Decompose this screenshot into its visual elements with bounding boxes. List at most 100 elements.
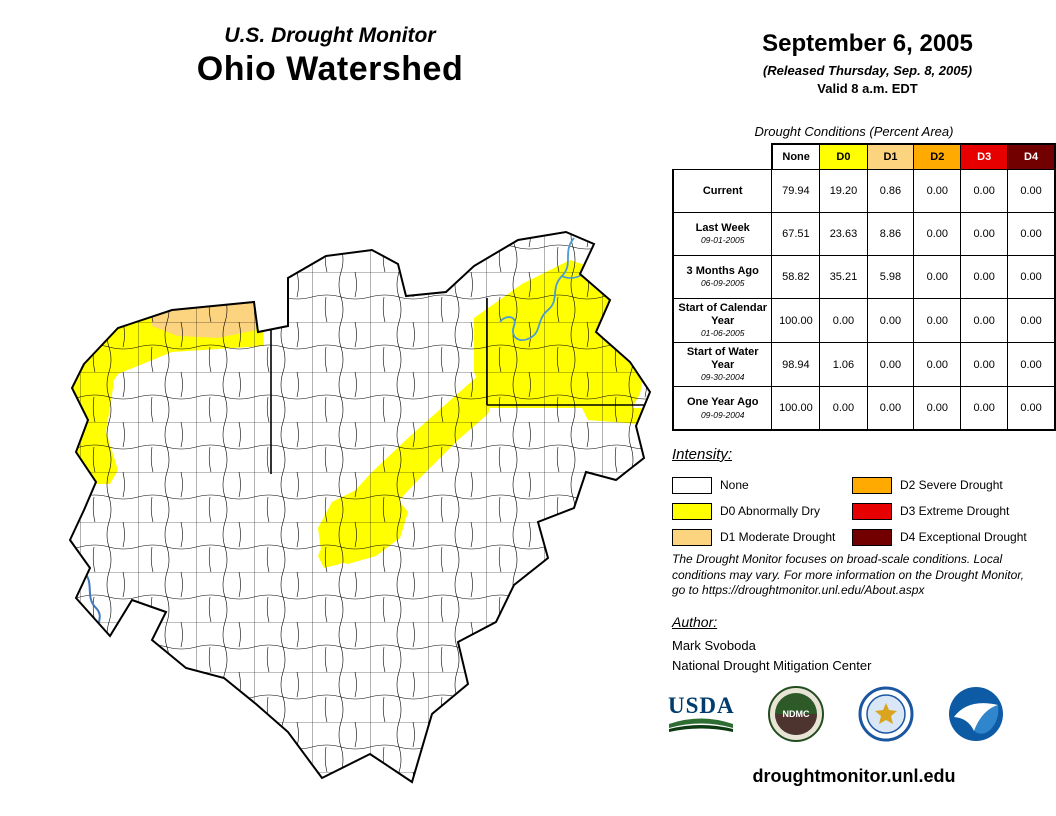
row-label: Start of Water Year 09-30-2004 (672, 342, 773, 388)
legend-item-none: None (672, 472, 852, 498)
cell-value: 0.00 (960, 386, 1009, 432)
cell-value: 0.00 (913, 169, 962, 213)
legend-label: D4 Exceptional Drought (900, 530, 1027, 544)
cell-value: 67.51 (771, 212, 821, 256)
corner-cell (673, 144, 772, 170)
cell-value: 0.00 (1007, 212, 1056, 256)
row-label-text: Last Week (695, 221, 750, 234)
cell-value: 23.63 (819, 212, 868, 256)
legend-item-d1: D1 Moderate Drought (672, 524, 852, 550)
commerce-seal-icon (858, 686, 914, 742)
col-none: None (770, 143, 821, 170)
state-boundaries (270, 298, 648, 474)
none-swatch (672, 476, 712, 494)
cell-value: 0.86 (866, 169, 915, 213)
cell-value: 0.00 (1007, 297, 1056, 344)
row-date: 01-06-2005 (700, 328, 745, 339)
commerce-logo (858, 686, 914, 742)
col-d1: D1 (866, 143, 915, 170)
cell-value: 0.00 (819, 297, 868, 344)
legend-grid: None D0 Abnormally Dry D1 Moderate Droug… (672, 472, 1032, 550)
d3-swatch (852, 502, 892, 520)
cell-value: 0.00 (960, 169, 1009, 213)
intensity-legend: Intensity: None D0 Abnormally Dry D1 Mod… (672, 446, 1032, 550)
cell-value: 0.00 (866, 342, 915, 388)
cell-value: 100.00 (771, 297, 821, 344)
basin-outline (68, 230, 652, 784)
legend-item-d4: D4 Exceptional Drought (852, 524, 1032, 550)
noaa-logo (948, 686, 1004, 742)
cell-value: 0.00 (960, 212, 1009, 256)
ohio-watershed-map-svg (68, 230, 652, 784)
cell-value: 79.94 (771, 169, 821, 213)
region-title: Ohio Watershed (196, 50, 464, 88)
row-date: 09-01-2005 (700, 235, 745, 246)
legend-label: None (720, 478, 749, 492)
cell-value: 0.00 (913, 386, 962, 432)
row-label: Start of Calendar Year 01-06-2005 (672, 297, 773, 344)
cell-value: 8.86 (866, 212, 915, 256)
cell-value: 0.00 (1007, 255, 1056, 299)
cell-value: 35.21 (819, 255, 868, 299)
usda-swoosh-icon (669, 718, 734, 732)
logo-row: USDA NDMC (668, 686, 1004, 742)
table-row: Start of Calendar Year 01-06-2005 100.00 … (672, 297, 1056, 344)
row-label: Last Week 09-01-2005 (672, 212, 773, 256)
ndmc-seal-icon: NDMC (768, 686, 825, 742)
cell-value: 5.98 (866, 255, 915, 299)
watershed-map (22, 222, 670, 800)
legend-label: D1 Moderate Drought (720, 530, 836, 544)
d0-swatch (672, 502, 712, 520)
row-label: 3 Months Ago 06-09-2005 (672, 255, 773, 299)
valid-time: Valid 8 a.m. EDT (817, 81, 918, 96)
cell-value: 19.20 (819, 169, 868, 213)
drought-conditions-table: None D0 D1 D2 D3 D4 Current 79.94 19.20 … (672, 143, 1056, 432)
cell-value: 0.00 (913, 255, 962, 299)
author-org: National Drought Mitigation Center (672, 658, 872, 673)
cell-value: 100.00 (771, 386, 821, 432)
droughtmonitor-url-link[interactable]: droughtmonitor.unl.edu (752, 766, 956, 786)
row-label-text: Current (702, 184, 743, 197)
cell-value: 0.00 (1007, 386, 1056, 432)
row-label-text: Start of Water Year (686, 346, 759, 371)
date-header: September 6, 2005 (Released Thursday, Se… (700, 30, 1035, 96)
cell-value: 0.00 (960, 342, 1009, 388)
county-boundaries (70, 232, 650, 782)
cell-value: 0.00 (1007, 342, 1056, 388)
cell-value: 0.00 (866, 386, 915, 432)
cell-value: 0.00 (913, 212, 962, 256)
ndmc-logo: NDMC (768, 686, 825, 742)
row-label-text: One Year Ago (686, 395, 759, 408)
table-row: Last Week 09-01-2005 67.51 23.63 8.86 0.0… (672, 212, 1056, 256)
table-row: 3 Months Ago 06-09-2005 58.82 35.21 5.98 … (672, 255, 1056, 299)
col-d0: D0 (819, 143, 868, 170)
disclaimer-text: The Drought Monitor focuses on broad-sca… (672, 552, 1024, 598)
cell-value: 0.00 (913, 297, 962, 344)
report-header: U.S. Drought Monitor Ohio Watershed (130, 24, 530, 89)
legend-label: D2 Severe Drought (900, 478, 1003, 492)
table-row: Start of Water Year 09-30-2004 98.94 1.06… (672, 342, 1056, 388)
table-row: Current 79.94 19.20 0.86 0.00 0.00 0.00 (672, 169, 1056, 213)
cell-value: 0.00 (819, 386, 868, 432)
author-heading: Author: (672, 614, 718, 630)
cell-value: 0.00 (960, 297, 1009, 344)
usda-logo: USDA (668, 694, 735, 735)
d1-swatch (672, 528, 712, 546)
col-d4: D4 (1007, 143, 1056, 170)
usda-logo-text: USDA (668, 692, 735, 718)
legend-item-d0: D0 Abnormally Dry (672, 498, 852, 524)
row-label-text: 3 Months Ago (686, 264, 759, 277)
cell-value: 0.00 (960, 255, 1009, 299)
d2-swatch (852, 476, 892, 494)
cell-value: 1.06 (819, 342, 868, 388)
ndmc-logo-text: NDMC (783, 709, 810, 719)
row-label-text: Start of Calendar Year (678, 302, 768, 327)
legend-label: D3 Extreme Drought (900, 504, 1010, 518)
table-header-row: None D0 D1 D2 D3 D4 (673, 143, 1056, 170)
legend-item-d2: D2 Severe Drought (852, 472, 1032, 498)
author-block: Author: Mark Svoboda National Drought Mi… (672, 614, 871, 673)
row-date: 09-09-2004 (700, 409, 745, 420)
table-row: One Year Ago 09-09-2004 100.00 0.00 0.00 … (672, 386, 1056, 432)
release-date: (Released Thursday, Sep. 8, 2005) (762, 63, 973, 78)
